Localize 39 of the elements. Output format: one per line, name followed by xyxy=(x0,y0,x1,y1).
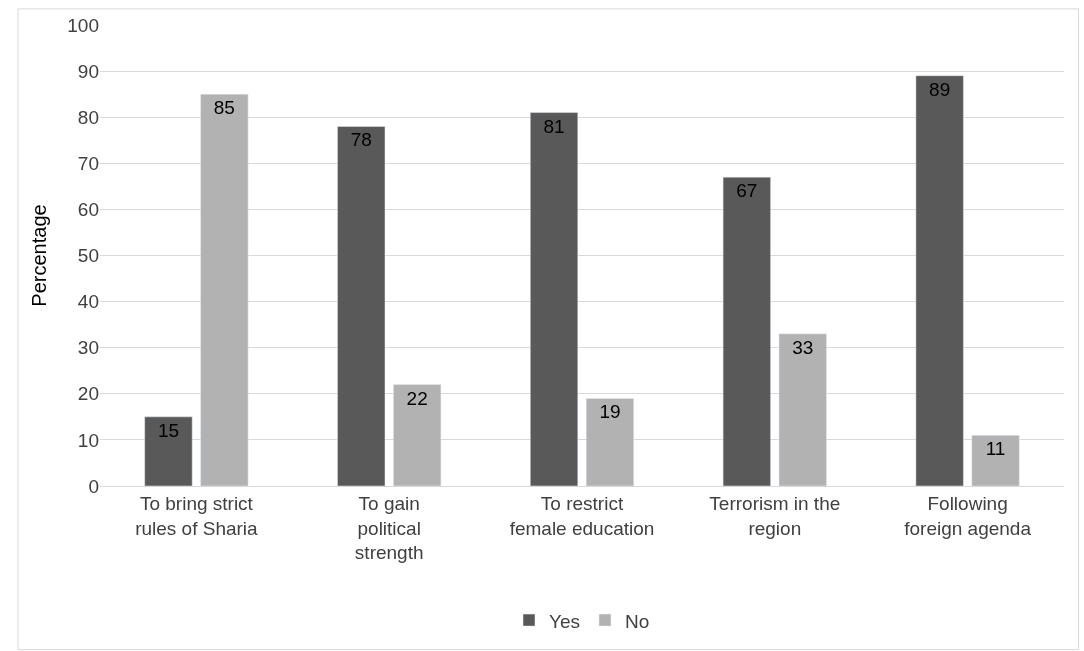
x-tick-label: Following foreign agenda xyxy=(904,492,1032,539)
x-tick-label: To bring strict rules of Sharia xyxy=(135,492,259,539)
x-tick-label: To gain political strength xyxy=(354,492,424,564)
bar xyxy=(778,333,827,486)
legend-label: Yes xyxy=(549,610,580,632)
y-tick-label: 10 xyxy=(77,429,99,451)
y-tick-label: 20 xyxy=(77,383,99,405)
data-label: 67 xyxy=(736,180,758,202)
bar xyxy=(530,112,579,486)
data-label: 22 xyxy=(406,387,428,409)
data-label: 85 xyxy=(213,97,235,119)
data-label: 19 xyxy=(599,401,621,423)
legend-label: No xyxy=(625,610,650,632)
y-tick-label: 40 xyxy=(77,291,99,313)
y-tick-label: 50 xyxy=(77,245,99,267)
y-tick-label: 0 xyxy=(88,475,99,497)
x-tick-label: To restrict female education xyxy=(509,492,655,539)
data-label: 33 xyxy=(792,336,814,358)
data-label: 78 xyxy=(350,129,372,151)
bar xyxy=(915,75,964,486)
data-label: 81 xyxy=(543,115,565,137)
y-tick-label: 60 xyxy=(77,199,99,221)
y-tick-label: 70 xyxy=(77,152,99,174)
data-label: 11 xyxy=(985,438,1006,460)
bar xyxy=(722,176,771,486)
bar xyxy=(337,126,386,486)
y-tick-label: 90 xyxy=(77,60,99,82)
x-tick-label: Terrorism in the region xyxy=(709,492,841,539)
y-tick-label: 30 xyxy=(77,337,99,359)
data-label: 15 xyxy=(157,419,180,441)
bar xyxy=(200,93,249,486)
bar xyxy=(971,435,1020,486)
bar xyxy=(144,416,193,486)
bar xyxy=(585,398,634,486)
data-label: 89 xyxy=(929,78,951,100)
y-tick-label: 80 xyxy=(77,106,99,128)
y-tick-label: 100 xyxy=(67,14,99,36)
bar xyxy=(393,384,442,486)
y-axis-title: Percentage xyxy=(27,204,50,307)
